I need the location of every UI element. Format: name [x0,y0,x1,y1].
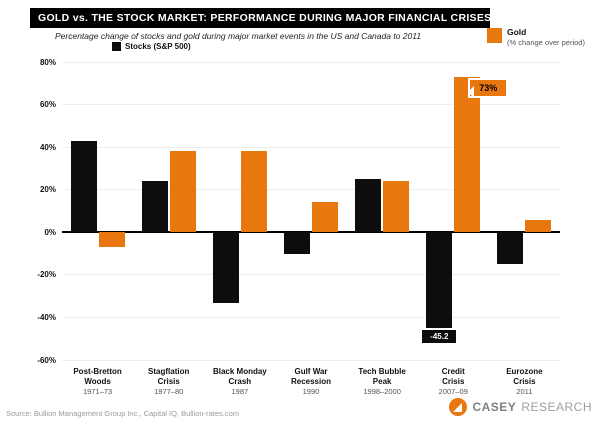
gridline [62,359,560,361]
y-axis-tick-label: -20% [37,270,56,280]
legend-gold-label: Gold [507,27,527,37]
casey-logo-icon [449,398,468,416]
bar-stocks-3 [212,232,239,303]
legend-stocks: Stocks (S&P 500) [112,42,191,51]
x-axis-category-label: Gulf War Recession 1990 [275,367,346,396]
x-axis-category-dates: 2011 [516,387,533,397]
x-axis-category-label: Tech Bubble Peak 1998–2000 [347,367,418,396]
gold-swatch-icon [487,28,502,43]
bar-gold-5 [383,181,410,233]
gridline [62,274,560,276]
bar-stocks-4 [284,232,310,254]
gridline [62,146,560,148]
x-axis-category-label: Eurozone Crisis 2011 [489,367,560,396]
bar-gold-3 [240,151,267,233]
x-axis-category-label: Credit Crisis 2007–09 [418,367,489,396]
y-axis-tick-label: -40% [37,312,56,322]
chart-subtitle: Percentage change of stocks and gold dur… [55,31,422,41]
x-axis-category-label: Stagflation Crisis 1977–80 [133,367,204,396]
bar-gold-2 [169,151,196,233]
chart-title-bar: GOLD vs. THE STOCK MARKET: PERFORMANCE D… [30,8,490,28]
bar-gold-7 [525,219,552,233]
bar-stocks-6 [426,232,453,329]
x-axis-category-dates: 1971–73 [82,387,113,397]
y-axis-tick-label: 80% [39,57,56,67]
legend-gold-text: Gold (% change over period) [507,27,593,47]
bar-gold-6 [454,76,481,233]
data-label-stocks: -45.2 [422,330,457,344]
legend-gold: Gold (% change over period) [487,27,593,47]
bar-stocks-5 [355,179,382,233]
stocks-swatch-icon [112,42,121,51]
legend-stocks-label: Stocks (S&P 500) [125,42,191,51]
x-axis-category-label: Post-Bretton Woods 1971–73 [62,367,133,396]
x-axis-category-dates: 1987 [231,387,249,397]
x-axis-category-dates: 1990 [302,387,320,397]
data-label-gold: 73% [468,79,507,98]
zero-axis-line [62,231,560,234]
y-axis-tick-label: 20% [39,185,56,195]
source-note: Source: Bullion Management Group Inc., C… [6,409,240,418]
gridline [62,316,560,318]
chart-title: GOLD vs. THE STOCK MARKET: PERFORMANCE D… [38,12,490,24]
casey-research-logo: Casey Research [449,398,592,416]
y-axis-tick-label: 0% [44,227,56,237]
bar-stocks-1 [70,140,97,233]
bar-gold-1 [98,232,125,248]
legend-gold-sublabel: (% change over period) [507,37,585,47]
gridline [62,104,560,106]
gridline [62,61,560,63]
y-axis-tick-label: 40% [39,142,56,152]
bar-stocks-7 [497,232,524,265]
x-axis-category-dates: 2007–09 [438,387,468,397]
x-axis-category-dates: 1998–2000 [363,387,401,397]
brand-word-research: Research [521,400,592,414]
gridline [62,189,560,191]
x-axis-category-label: Black Monday Crash 1987 [204,367,275,396]
y-axis-tick-label: 60% [39,100,56,110]
bar-gold-4 [312,202,338,233]
bar-stocks-2 [141,181,168,233]
x-axis-category-dates: 1977–80 [154,387,184,397]
brand-word-casey: Casey [472,400,517,414]
y-axis-tick-label: -60% [37,355,56,365]
